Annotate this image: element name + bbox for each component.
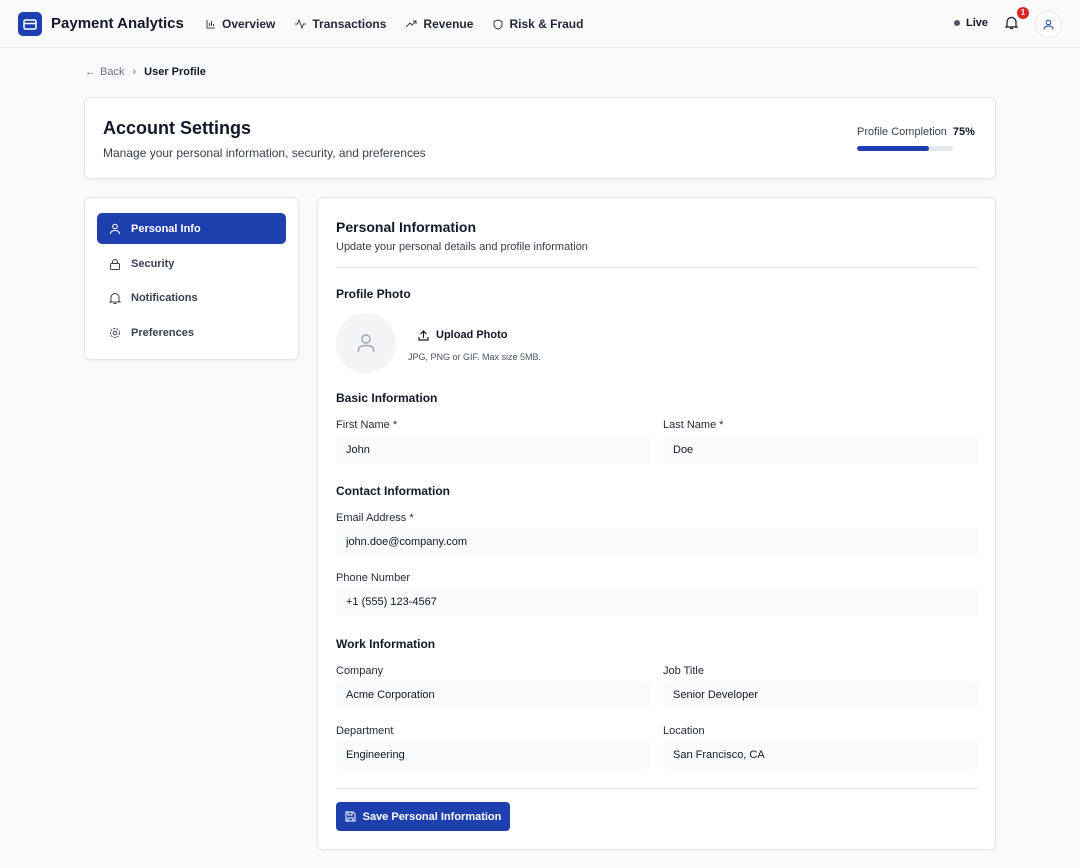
page-title: Account Settings [103, 118, 252, 138]
chevron-right-icon: › [132, 66, 137, 78]
trending-up-icon [406, 20, 417, 28]
back-link[interactable]: ← Back [85, 66, 124, 78]
first-name-label: First Name * [336, 419, 398, 431]
department-input[interactable] [336, 741, 650, 769]
arrow-left-icon: ← [85, 66, 96, 78]
divider [336, 267, 978, 268]
save-personal-info-button[interactable]: Save Personal Information [336, 802, 510, 831]
notifications-button[interactable] [1004, 16, 1019, 35]
profile-completion-bar [857, 146, 953, 151]
location-input[interactable] [663, 741, 978, 769]
company-label: Company [336, 665, 384, 677]
last-name-input[interactable] [663, 436, 978, 464]
contact-info-heading: Contact Information [336, 484, 450, 498]
completion-fill [857, 146, 929, 151]
back-label: Back [100, 66, 125, 78]
page-subtitle: Manage your personal information, securi… [103, 146, 426, 160]
shield-icon [493, 18, 503, 30]
settings-sidebar: Personal Info Security Notifications Pre… [84, 197, 299, 360]
credit-card-icon[interactable] [18, 12, 42, 36]
company-input[interactable] [336, 681, 650, 709]
live-status: Live [954, 17, 988, 29]
top-nav: Payment Analytics Overview Transactions … [0, 0, 1080, 48]
phone-label: Phone Number [336, 572, 410, 584]
sidebar-item-label: Preferences [131, 326, 194, 339]
status-dot [954, 20, 960, 26]
user-icon [1043, 19, 1054, 30]
app-title: Payment Analytics [51, 15, 184, 32]
sidebar-item-notifications[interactable]: Notifications [97, 282, 286, 313]
nav-transactions[interactable]: Transactions [295, 17, 386, 31]
profile-photo-heading: Profile Photo [336, 287, 411, 301]
user-icon [357, 334, 375, 352]
nav-label: Risk & Fraud [509, 17, 584, 31]
completion-value: 75% [952, 126, 975, 138]
nav-label: Revenue [423, 17, 474, 31]
upload-photo-button[interactable]: Upload Photo [418, 329, 508, 341]
nav-label: Transactions [312, 17, 387, 31]
sidebar-item-preferences[interactable]: Preferences [97, 317, 286, 348]
last-name-label: Last Name * [663, 419, 724, 431]
profile-completion-label: Profile Completion 75% [857, 126, 975, 138]
sidebar-item-label: Notifications [131, 291, 198, 304]
email-input[interactable] [336, 528, 978, 556]
job-title-label: Job Title [663, 665, 704, 677]
status-label: Live [966, 17, 989, 29]
bell-icon [109, 292, 121, 304]
sidebar-item-personal-info[interactable]: Personal Info [97, 213, 286, 244]
location-label: Location [663, 725, 705, 737]
profile-photo-placeholder [336, 313, 396, 373]
nav-risk-fraud[interactable]: Risk & Fraud [493, 17, 583, 31]
email-label: Email Address * [336, 512, 414, 524]
save-label: Save Personal Information [362, 810, 502, 823]
first-name-input[interactable] [336, 436, 650, 464]
notification-badge: 1 [1017, 7, 1029, 19]
phone-input[interactable] [336, 588, 978, 616]
bell-icon [1004, 16, 1019, 30]
breadcrumb-current: User Profile [144, 66, 206, 78]
save-icon [345, 811, 356, 822]
department-label: Department [336, 725, 394, 737]
section-title: Personal Information [336, 219, 477, 235]
nav-label: Overview [222, 17, 276, 31]
sidebar-item-label: Security [131, 257, 175, 270]
nav-revenue[interactable]: Revenue [406, 17, 473, 31]
gear-icon [110, 327, 120, 338]
lock-icon [110, 258, 120, 270]
user-avatar-button[interactable] [1035, 11, 1062, 38]
breadcrumb: ← Back › User Profile [85, 66, 206, 78]
job-title-input[interactable] [663, 681, 978, 709]
sidebar-item-label: Personal Info [131, 222, 201, 235]
basic-info-heading: Basic Information [336, 391, 438, 405]
activity-icon [295, 19, 307, 29]
upload-label: Upload Photo [436, 329, 508, 341]
personal-info-panel: Personal Information Update your persona… [317, 197, 996, 850]
completion-label: Profile Completion [857, 126, 947, 138]
account-settings-card: Account Settings Manage your personal in… [84, 97, 996, 179]
bar-chart-icon [206, 20, 215, 29]
upload-icon [418, 329, 429, 341]
section-subtitle: Update your personal details and profile… [336, 241, 588, 253]
nav-overview[interactable]: Overview [206, 17, 275, 31]
work-info-heading: Work Information [336, 637, 436, 651]
divider [336, 788, 978, 789]
upload-hint: JPG, PNG or GIF. Max size 5MB. [408, 352, 542, 362]
user-icon [110, 223, 120, 234]
sidebar-item-security[interactable]: Security [97, 248, 286, 279]
